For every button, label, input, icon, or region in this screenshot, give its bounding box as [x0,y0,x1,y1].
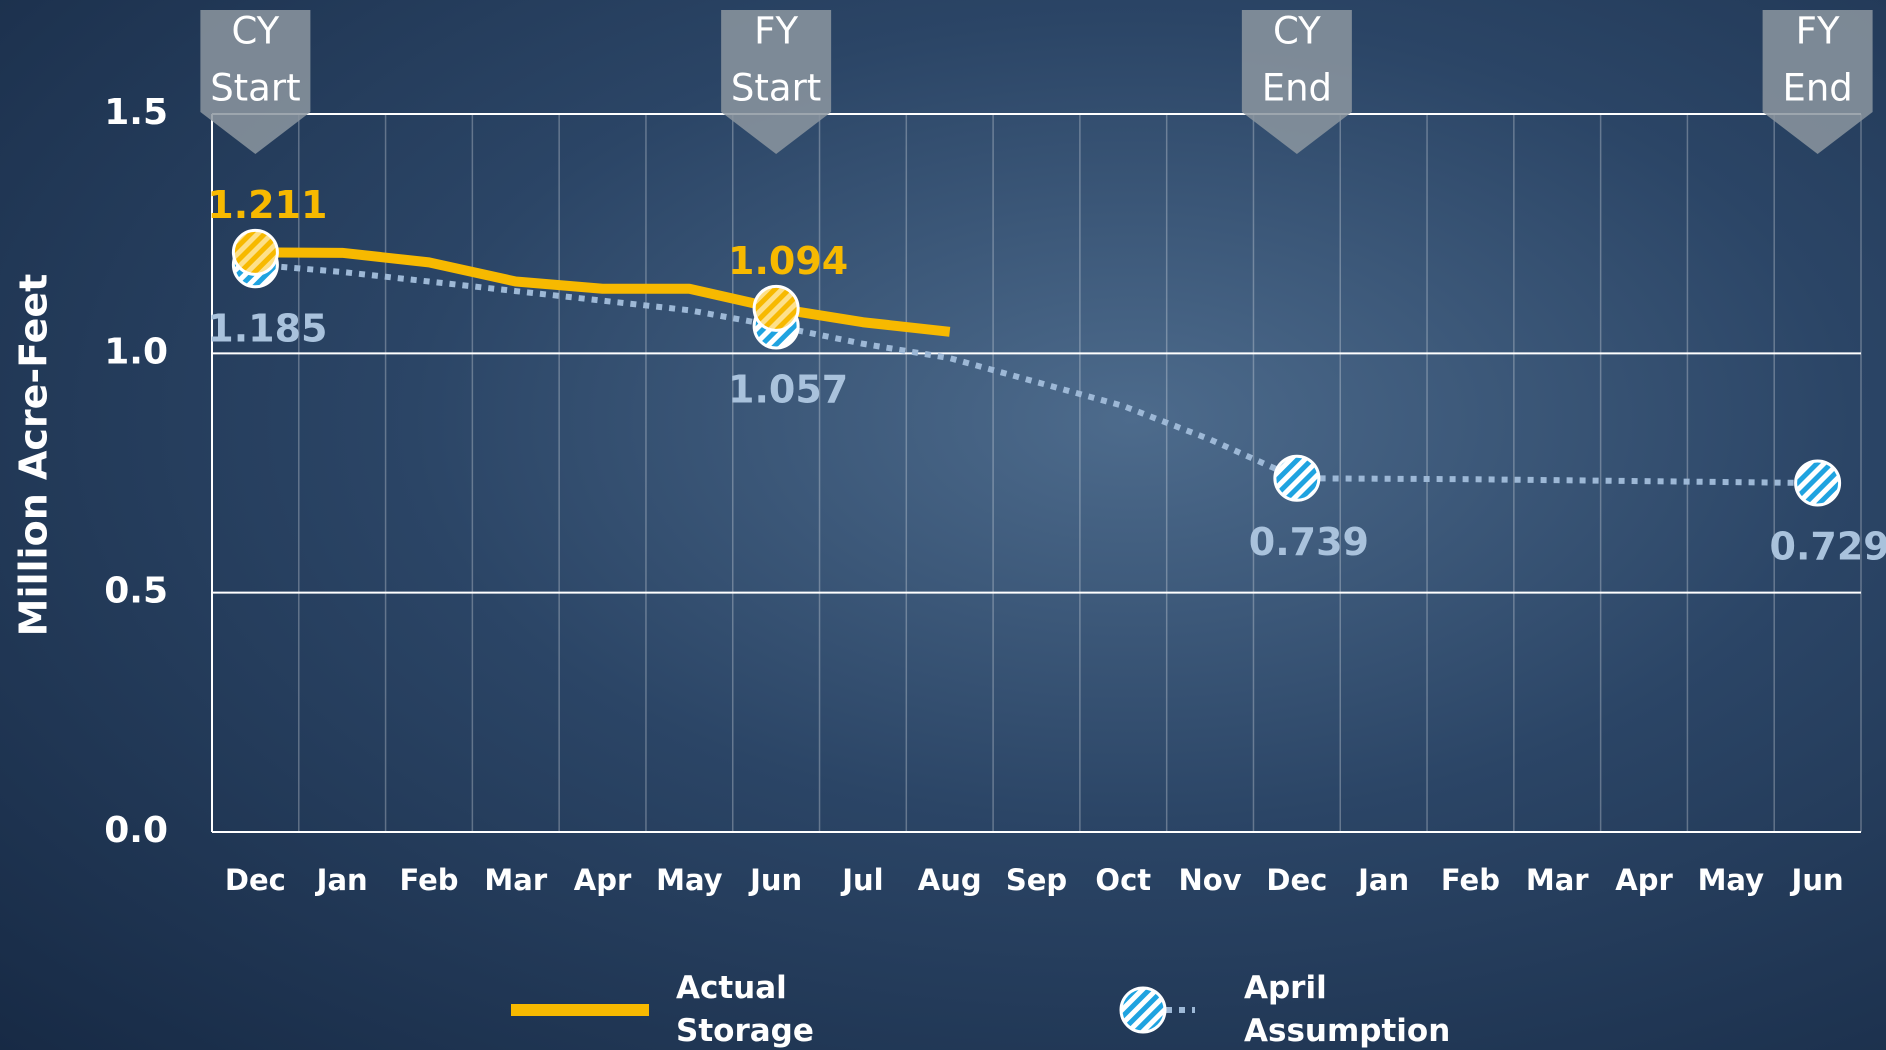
period-marker-label: End [1782,67,1852,110]
x-tick-label: Jul [840,863,883,897]
legend-item [1119,986,1195,1034]
data-label: 1.057 [728,368,848,412]
legend-label: April Assumption [1244,970,1451,1049]
x-tick-label: Oct [1095,863,1151,897]
x-tick-label: Feb [1441,863,1500,897]
period-marker-label: FY [754,10,798,53]
period-marker-label: CY [231,10,279,53]
period-marker-shape [721,10,832,154]
x-tick-label: May [656,863,723,897]
period-marker: FY Start [721,10,832,154]
point-marker [231,228,279,276]
x-tick-label: Jan [315,863,368,897]
series-line [255,247,951,337]
x-tick-label: Jun [748,863,802,897]
period-marker-shape [1241,10,1352,154]
period-marker-label: FY [1796,10,1840,53]
period-marker-label: CY [1273,10,1321,53]
data-label: 1.211 [207,183,327,227]
x-tick-label: Nov [1179,863,1242,897]
x-tick-label: May [1698,863,1765,897]
period-marker-label: Start [210,67,300,110]
y-tick-label: 1.5 [104,92,168,133]
period-marker: CY Start [200,10,311,154]
x-tick-label: Sep [1006,863,1067,897]
period-marker-label: Start [731,67,821,110]
x-tick-label: Mar [1526,863,1589,897]
x-tick-label: Dec [225,863,286,897]
legend-label: Actual Storage [676,970,814,1049]
y-tick-label: 0.0 [104,810,168,851]
y-axis-title: Million Acre-Feet [12,274,56,637]
y-tick-label: 1.0 [104,331,168,372]
x-tick-label: Jan [1356,863,1409,897]
data-label: 1.094 [728,239,848,283]
x-tick-label: Jun [1790,863,1844,897]
data-label: 0.739 [1249,520,1369,564]
period-marker-shape [1762,10,1873,154]
x-tick-label: Apr [574,863,632,897]
x-tick-label: Aug [918,863,982,897]
point-marker [752,284,800,332]
x-tick-label: Feb [399,863,458,897]
period-marker-label: End [1262,67,1332,110]
series-line [255,261,1818,487]
data-label: 0.729 [1770,525,1886,569]
x-tick-label: Apr [1615,863,1673,897]
period-marker-shape [200,10,311,154]
point-marker [1273,454,1321,502]
x-tick-label: Mar [484,863,547,897]
point-marker [1794,459,1842,507]
period-marker: CY End [1241,10,1352,154]
legend-swatch [1119,986,1167,1034]
y-tick-label: 0.5 [104,571,168,612]
period-marker: FY End [1762,10,1873,154]
x-tick-label: Dec [1266,863,1327,897]
data-label: 1.185 [207,306,327,350]
